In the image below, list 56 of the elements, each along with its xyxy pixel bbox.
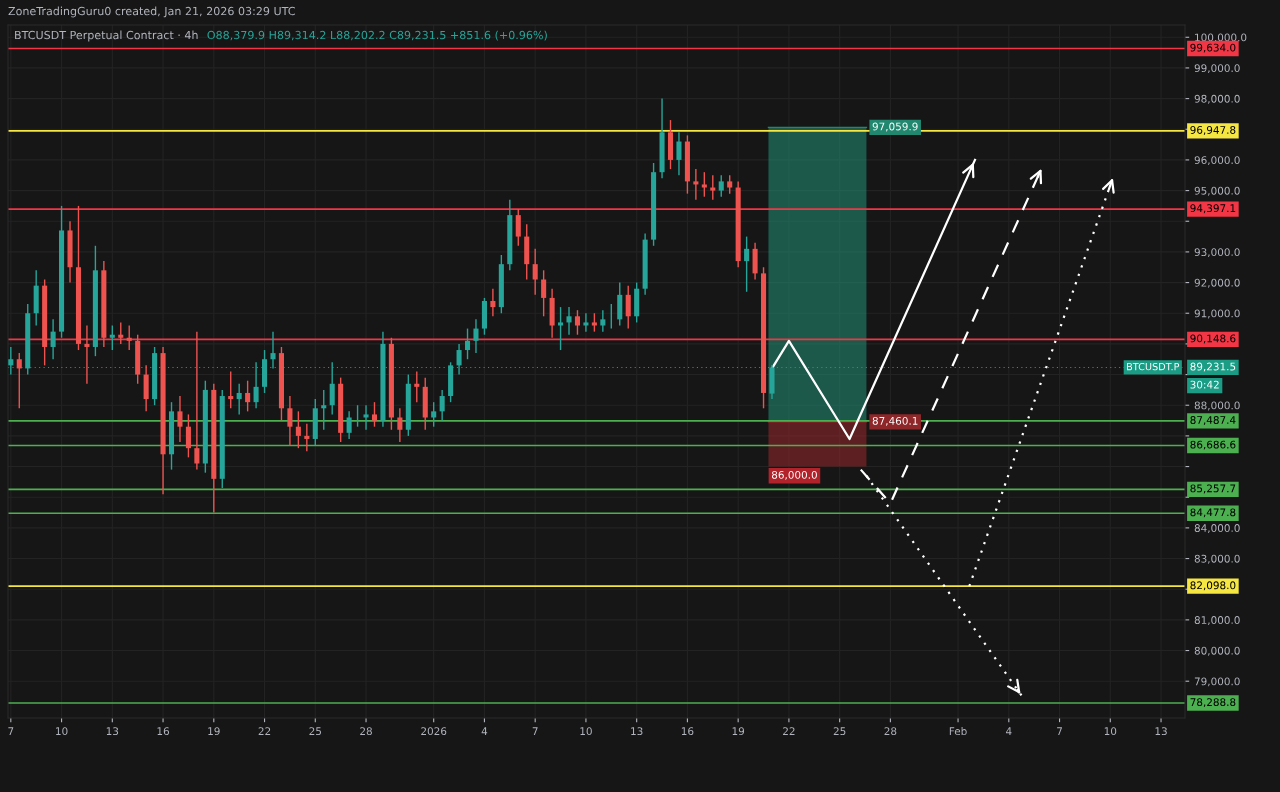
- x-tick-label: 2026: [421, 727, 447, 736]
- x-tick-label: 22: [783, 727, 795, 735]
- ref-line-label: 86,686.6: [1190, 440, 1236, 450]
- y-tick-label: 88,000.0: [1194, 401, 1240, 411]
- y-tick-label: 98,000.0: [1194, 94, 1240, 104]
- x-tick-label: 28: [360, 727, 372, 736]
- x-tick-label: 10: [56, 727, 68, 736]
- data-label: 87,460.1: [872, 416, 918, 426]
- x-tick-label: 25: [833, 727, 846, 736]
- y-tick-label: 99,000.0: [1194, 64, 1240, 74]
- ref-line-label: 99,634.0: [1190, 43, 1236, 53]
- ref-line-label: 94,397.1: [1190, 204, 1236, 214]
- x-tick-label: 10: [580, 727, 592, 736]
- annotation: O88,379.9 H89,314.2 L88,202.2 C89,231.5 +851.6 (+0.96%): [207, 30, 547, 41]
- ref-line-label: 85,257.7: [1190, 484, 1236, 494]
- ref-line-label: 89,231.5: [1190, 362, 1236, 372]
- ref-line-label: 90,148.6: [1190, 334, 1236, 344]
- x-tick-label: 4: [481, 727, 488, 735]
- ref-line-label: 78,288.8: [1190, 698, 1236, 708]
- y-tick-label: 79,000.0: [1194, 677, 1240, 687]
- ref-line-label: 82,098.0: [1190, 581, 1236, 591]
- x-tick-label: 13: [631, 727, 643, 736]
- x-tick-label: 19: [208, 727, 220, 736]
- ref-line-label: 84,477.8: [1190, 508, 1236, 518]
- y-tick-label: 91,000.0: [1194, 309, 1240, 319]
- chart-title: BTCUSDT Perpetual Contract · 4h: [15, 30, 198, 42]
- x-tick-label: Feb: [949, 727, 967, 736]
- ref-line-label: 96,947.8: [1190, 126, 1236, 135]
- y-tick-label: 80,000.0: [1194, 646, 1240, 656]
- x-tick-label: 22: [258, 727, 271, 735]
- x-tick-label: 7: [1057, 727, 1062, 735]
- x-tick-label: 7: [8, 727, 14, 735]
- data-label: 97,059.9: [872, 122, 918, 132]
- x-tick-label: 10: [1104, 727, 1117, 736]
- x-tick-label: 7: [532, 727, 538, 735]
- y-tick-label: 93,000.0: [1194, 248, 1240, 258]
- x-tick-label: 25: [309, 727, 322, 736]
- y-tick-label: 83,000.0: [1194, 554, 1240, 564]
- x-tick-label: 13: [106, 727, 119, 736]
- y-tick-label: 95,000.0: [1194, 186, 1240, 196]
- y-tick-label: 92,000.0: [1194, 278, 1240, 288]
- text: ZoneTradingGuru0 created, Jan 21, 2026 03:29 UTC: [8, 6, 295, 18]
- annotation: 86,000.0: [771, 470, 817, 480]
- x-tick-label: 16: [681, 727, 694, 736]
- y-tick-label: 96,000.0: [1194, 156, 1240, 166]
- y-tick-label: 100,000.0: [1195, 33, 1247, 43]
- x-tick-label: 28: [884, 727, 897, 736]
- x-tick-label: 19: [732, 727, 745, 736]
- x-tick-label: 13: [1155, 727, 1167, 736]
- ref-line-label: 87,487.4: [1190, 416, 1236, 426]
- x-tick-label: 16: [157, 727, 170, 736]
- annotation: BTCUSDT.P: [1127, 362, 1180, 371]
- y-tick-label: 84,000.0: [1194, 524, 1240, 534]
- y-tick-label: 81,000.0: [1194, 616, 1240, 626]
- x-tick-label: 4: [1006, 727, 1012, 735]
- text: 30:42: [1190, 380, 1219, 389]
